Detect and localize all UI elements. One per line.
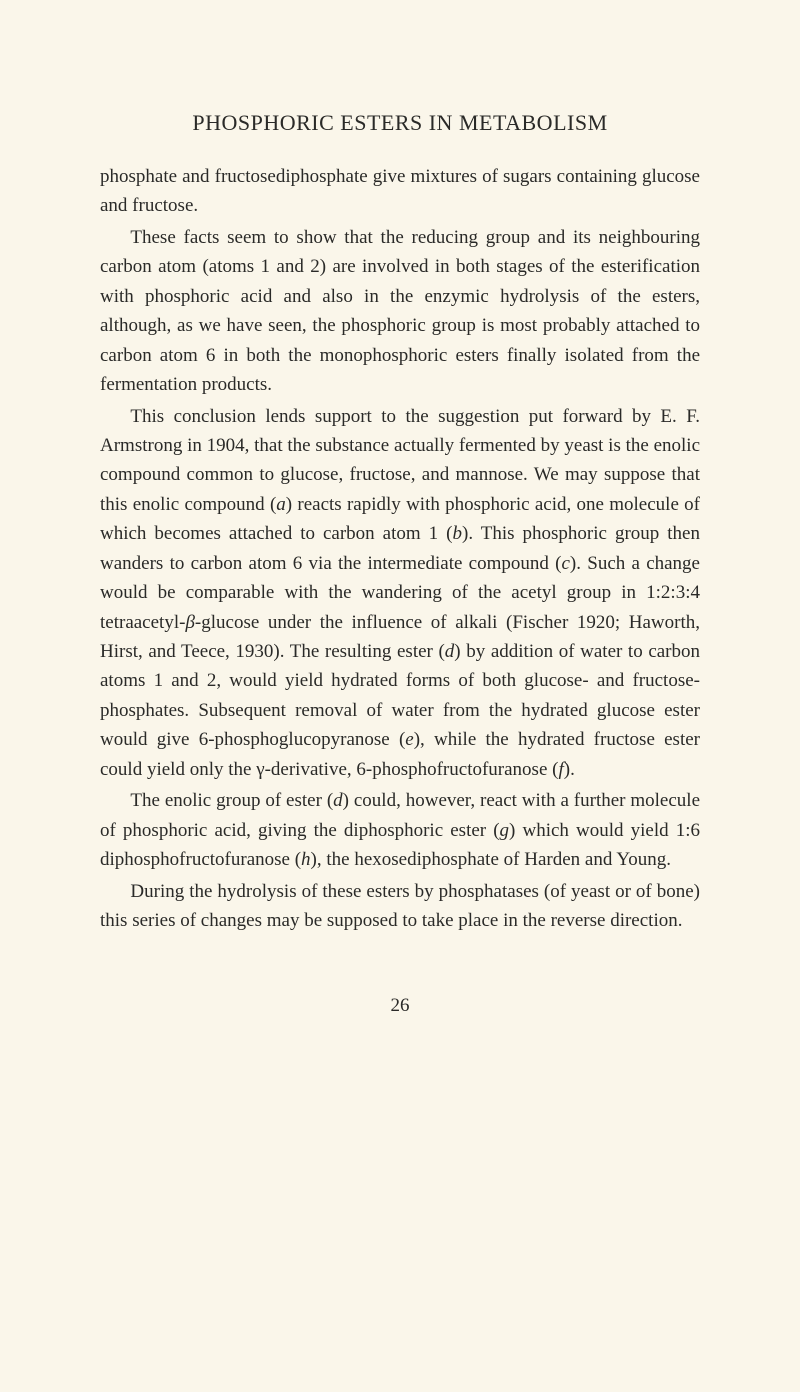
page-title: PHOSPHORIC ESTERS IN METABOLISM	[100, 110, 700, 136]
text-fragment: The enolic group of ester (	[130, 790, 333, 811]
paragraph-4: The enolic group of ester (d) could, how…	[100, 786, 700, 874]
text-fragment: ).	[564, 759, 575, 780]
italic-ref-c: c	[561, 553, 569, 574]
italic-ref-h: h	[301, 849, 311, 870]
page-container: PHOSPHORIC ESTERS IN METABOLISM phosphat…	[0, 0, 800, 1077]
paragraph-1: phosphate and fructosediphosphate give m…	[100, 162, 700, 221]
italic-beta: β	[185, 612, 194, 633]
italic-ref-d2: d	[333, 790, 343, 811]
italic-ref-e: e	[405, 729, 413, 750]
italic-ref-d: d	[445, 641, 455, 662]
paragraph-2: These facts seem to show that the reduci…	[100, 223, 700, 400]
italic-ref-b: b	[453, 523, 463, 544]
italic-ref-g: g	[500, 820, 510, 841]
paragraph-3: This conclusion lends support to the sug…	[100, 402, 700, 785]
italic-ref-a: a	[276, 494, 286, 515]
text-fragment: ), the hexosediphosphate of Harden and Y…	[311, 849, 671, 870]
paragraph-5: During the hydrolysis of these esters by…	[100, 877, 700, 936]
page-number: 26	[100, 995, 700, 1017]
